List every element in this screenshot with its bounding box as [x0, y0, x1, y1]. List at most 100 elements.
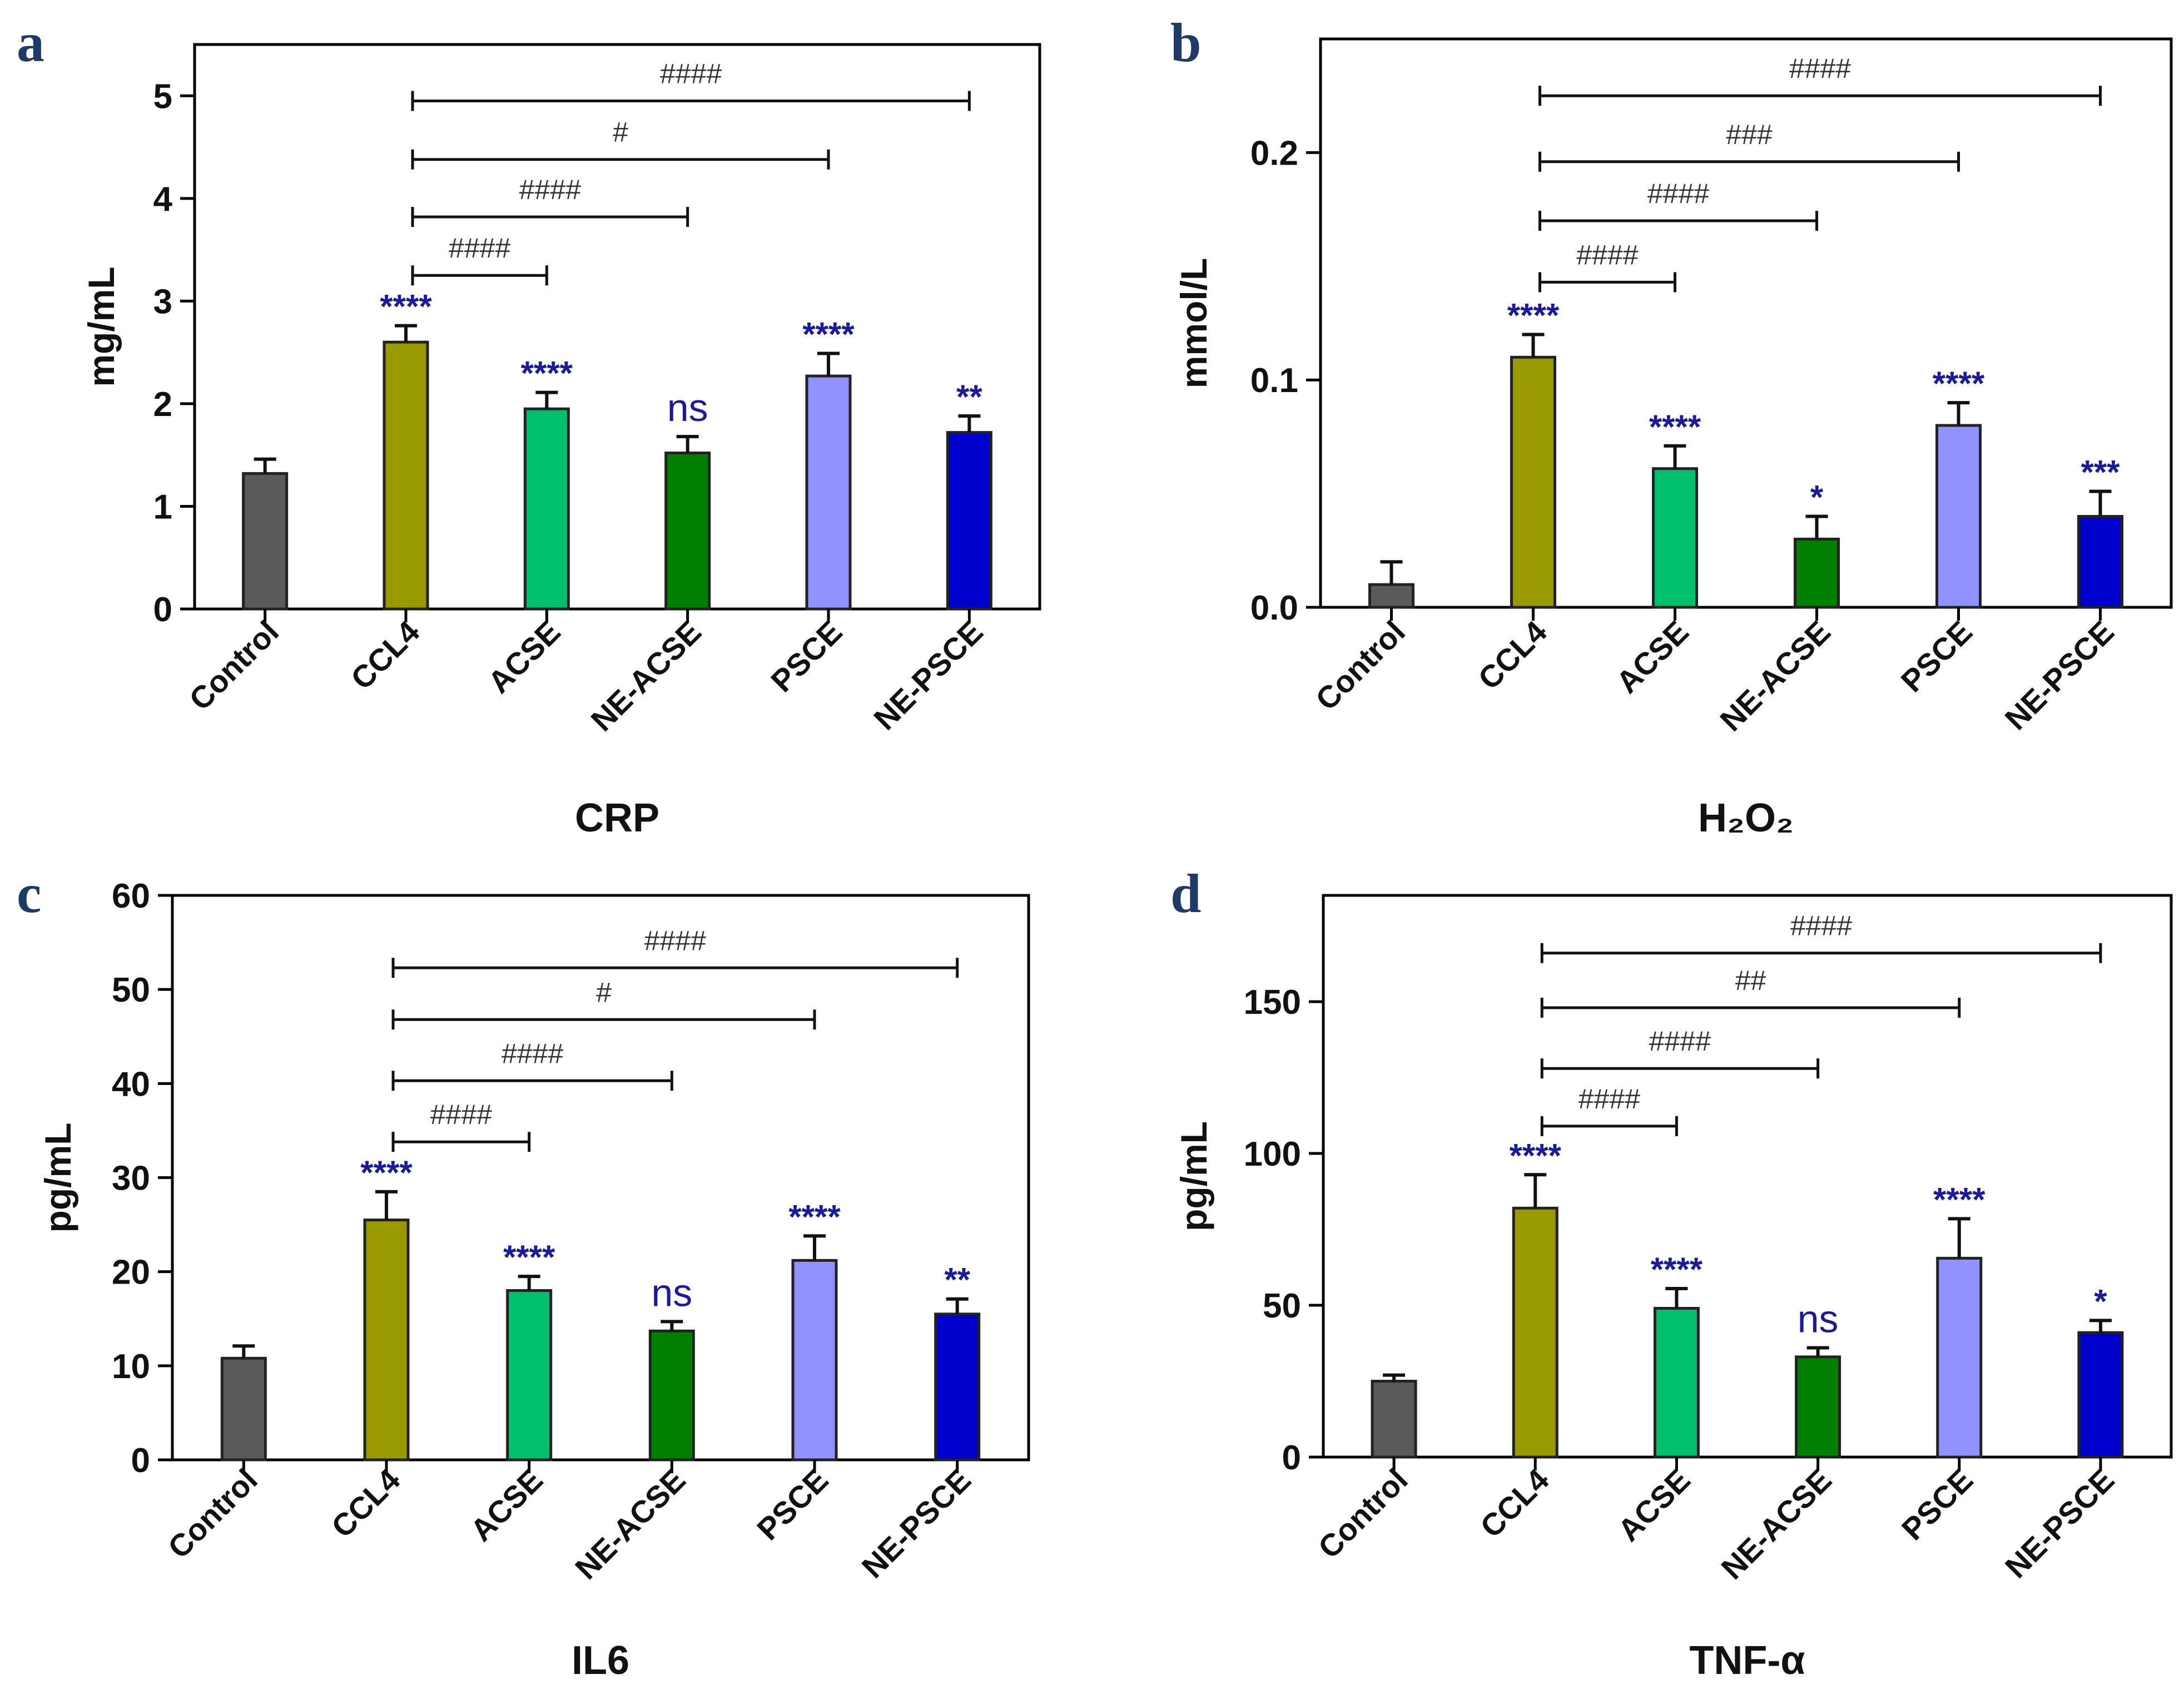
y-tick-label: 20	[112, 1254, 150, 1292]
bar-psce	[805, 374, 852, 611]
significance-label: *	[2094, 1282, 2107, 1320]
comparison-label: ####	[1576, 239, 1638, 270]
bar-ne-psce	[934, 1312, 981, 1462]
x-tick-label: Control	[1309, 614, 1412, 717]
significance-label: ****	[1933, 1181, 1986, 1218]
chart-title: TNF-α	[1689, 1638, 1805, 1683]
x-tick-label: CCL4	[1471, 614, 1553, 696]
chart-title: H₂O₂	[1698, 796, 1794, 840]
significance-label: ****	[380, 288, 432, 325]
comparison-label: ####	[449, 232, 510, 264]
significance-label: *	[1810, 478, 1824, 516]
x-tick-label: NE-PSCE	[855, 1462, 978, 1585]
comparison-label: ####	[1789, 53, 1851, 84]
bar-acse	[523, 407, 570, 611]
y-tick-label: 0.2	[1250, 134, 1298, 172]
x-tick-label: NE-PSCE	[1998, 614, 2121, 737]
y-tick-label: 0	[131, 1442, 150, 1480]
significance-label: ****	[503, 1239, 555, 1276]
bar-ne-psce	[2077, 1331, 2124, 1459]
bar-acse	[506, 1289, 553, 1462]
y-tick-label: 0.0	[1250, 589, 1298, 627]
significance-label: ****	[788, 1198, 841, 1235]
comparison-label: #	[613, 117, 628, 148]
chart-title: IL6	[572, 1638, 629, 1683]
x-tick-label: ACSE	[1611, 1462, 1697, 1548]
bar-ccl4	[363, 1218, 410, 1462]
significance-label: ****	[802, 315, 855, 353]
x-tick-label: NE-ACSE	[584, 614, 708, 738]
bar-ne-psce	[946, 431, 992, 611]
comparison-label: ####	[644, 925, 706, 956]
chart-panel-d: d 0 50 100 150 pg/mL Control CCL4 **** ACSE **** NE…	[1170, 863, 2173, 1683]
y-tick-label: 4	[153, 180, 173, 219]
significance-label: ****	[1649, 408, 1701, 445]
bar-ne-acse	[648, 1329, 695, 1462]
comparison-label: ####	[430, 1099, 492, 1130]
x-tick-label: CCL4	[344, 614, 426, 696]
panel-letter: c	[17, 863, 41, 924]
y-axis-label: mmol/L	[1173, 258, 1214, 389]
y-tick-label: 60	[112, 877, 150, 915]
panel-letter: b	[1170, 12, 1202, 73]
y-tick-label: 50	[1263, 1287, 1301, 1325]
x-tick-label: PSCE	[750, 1462, 835, 1547]
y-tick-label: 10	[112, 1348, 150, 1386]
comparison-label: ##	[1735, 965, 1766, 996]
significance-label: ***	[2081, 454, 2120, 491]
y-tick-label: 150	[1244, 983, 1301, 1022]
y-tick-label: 50	[112, 971, 150, 1009]
x-tick-label: CCL4	[325, 1462, 407, 1544]
bar-ccl4	[383, 340, 429, 611]
panel-letter: d	[1170, 863, 1202, 924]
chart-title: CRP	[575, 796, 659, 840]
x-tick-label: CCL4	[1473, 1462, 1556, 1544]
y-tick-label: 5	[153, 77, 172, 116]
x-tick-label: NE-PSCE	[1998, 1462, 2121, 1585]
y-tick-label: 0	[1282, 1439, 1301, 1477]
comparison-label: ####	[502, 1038, 563, 1069]
plot-frame	[1322, 894, 2173, 1459]
bar-ne-psce	[2077, 514, 2123, 609]
significance-label: ns	[651, 1271, 692, 1314]
bar-ne-acse	[1794, 537, 1840, 609]
x-tick-label: NE-ACSE	[1713, 614, 1837, 738]
y-tick-label: 1	[153, 488, 172, 526]
comparison-label: ####	[1649, 1026, 1711, 1057]
x-tick-label: NE-ACSE	[1714, 1462, 1838, 1586]
x-tick-label: PSCE	[1894, 614, 1979, 699]
comparison-label: ####	[660, 58, 722, 90]
y-axis-label: pg/mL	[37, 1123, 78, 1233]
x-tick-label: NE-PSCE	[867, 614, 990, 737]
y-tick-label: 0	[153, 591, 172, 629]
significance-label: ns	[1798, 1297, 1839, 1340]
bar-ccl4	[1510, 355, 1556, 609]
significance-label: ns	[667, 386, 708, 429]
significance-label: ****	[1651, 1251, 1703, 1288]
bar-psce	[1935, 424, 1982, 609]
x-tick-label: ACSE	[1609, 614, 1695, 700]
comparison-label: ####	[519, 174, 581, 205]
significance-label: ****	[360, 1154, 413, 1191]
y-tick-label: 3	[153, 283, 172, 321]
comparison-label: ####	[1790, 910, 1852, 942]
x-tick-label: ACSE	[464, 1462, 550, 1548]
significance-label: **	[956, 378, 982, 415]
comparison-label: ####	[1579, 1083, 1640, 1114]
y-tick-label: 40	[112, 1065, 150, 1103]
x-tick-label: Control	[161, 1462, 264, 1565]
y-tick-label: 30	[112, 1160, 150, 1198]
x-tick-label: NE-ACSE	[568, 1462, 692, 1586]
bar-psce	[1936, 1256, 1983, 1459]
chart-panel-a: a 0 1 2 3 4 5 mg/mL Control CCL4 **** ACSE **** NE-AC…	[17, 12, 1041, 840]
y-axis-label: mg/mL	[81, 266, 122, 387]
bar-ne-acse	[664, 451, 711, 611]
bar-acse	[1653, 1306, 1700, 1459]
comparison-label: ####	[1647, 178, 1709, 209]
bar-control	[242, 472, 289, 611]
y-tick-label: 0.1	[1250, 361, 1298, 400]
chart-panel-c: c 0 10 20 30 40 50 60 pg/mL Control CCL4 **** ACSE **…	[17, 863, 1030, 1683]
significance-label: ****	[521, 355, 573, 392]
